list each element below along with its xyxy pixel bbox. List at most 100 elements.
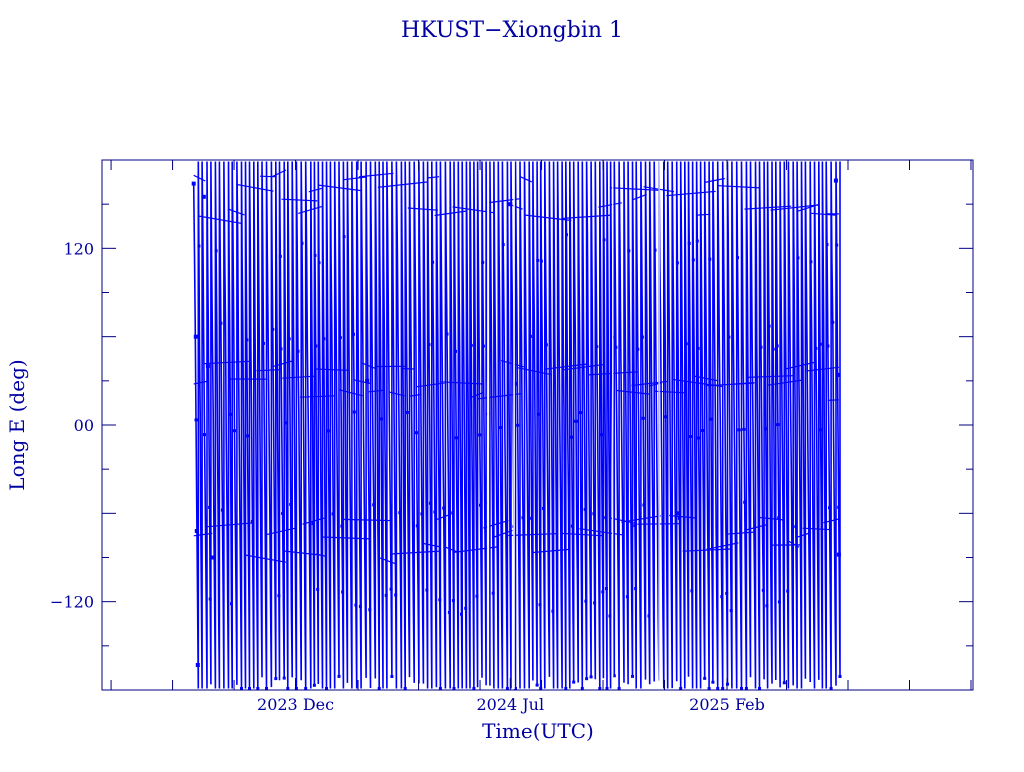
- data-marker: [472, 687, 476, 690]
- data-marker: [544, 343, 548, 347]
- data-marker: [325, 687, 328, 690]
- data-marker: [758, 687, 761, 690]
- data-marker: [203, 433, 206, 437]
- data-marker: [631, 674, 634, 678]
- data-marker: [331, 512, 335, 516]
- data-marker: [469, 343, 473, 347]
- data-marker: [425, 588, 429, 592]
- data-marker: [592, 512, 596, 516]
- data-marker: [677, 516, 681, 520]
- data-marker: [828, 506, 831, 510]
- data-marker: [265, 687, 268, 690]
- data-marker: [595, 345, 599, 349]
- data-marker: [696, 346, 700, 350]
- data-marker: [786, 589, 790, 593]
- data-marker: [602, 238, 606, 242]
- data-marker: [316, 587, 320, 591]
- data-marker: [697, 436, 701, 440]
- data-marker: [454, 349, 457, 353]
- data-marker: [720, 595, 724, 599]
- data-marker: [837, 505, 841, 509]
- data-marker: [633, 524, 637, 528]
- data-marker: [405, 411, 409, 414]
- data-marker: [501, 243, 505, 247]
- data-marker: [451, 599, 455, 603]
- data-marker: [536, 258, 540, 262]
- data-marker: [464, 606, 468, 610]
- data-marker: [604, 516, 608, 520]
- data-marker: [530, 516, 534, 520]
- data-marker: [478, 433, 482, 437]
- data-marker: [601, 590, 605, 594]
- data-marker: [282, 676, 286, 680]
- data-marker: [580, 687, 584, 690]
- data-marker: [593, 601, 597, 605]
- data-marker: [537, 412, 541, 416]
- data-marker: [636, 347, 640, 351]
- data-point: [365, 378, 370, 383]
- y-tick-label: 00: [74, 416, 94, 435]
- data-marker: [777, 516, 781, 520]
- data-marker: [647, 614, 651, 618]
- data-marker: [641, 416, 645, 420]
- data-marker: [539, 687, 543, 690]
- data-point: [209, 555, 214, 560]
- data-marker: [340, 524, 344, 528]
- data-marker: [341, 590, 345, 594]
- data-marker: [608, 614, 612, 618]
- data-marker: [690, 589, 694, 593]
- data-marker: [281, 512, 285, 515]
- data-point: [201, 194, 206, 199]
- data-marker: [431, 260, 435, 264]
- data-marker: [627, 249, 631, 253]
- data-point: [836, 552, 841, 557]
- data-marker: [761, 588, 765, 592]
- data-marker: [454, 436, 458, 440]
- data-marker: [605, 687, 609, 690]
- data-marker: [737, 428, 741, 432]
- data-marker: [782, 681, 786, 685]
- data-marker: [481, 344, 485, 348]
- x-tick-label: 2025 Feb: [689, 695, 765, 714]
- data-marker: [729, 609, 733, 613]
- data-marker: [691, 258, 695, 262]
- data-gap: [513, 161, 515, 689]
- data-marker: [286, 687, 290, 690]
- data-marker: [675, 261, 679, 265]
- data-marker: [311, 522, 315, 526]
- data-marker: [438, 598, 442, 602]
- data-marker: [514, 687, 517, 690]
- data-marker: [709, 417, 713, 421]
- y-tick-label: −120: [50, 593, 94, 612]
- data-marker: [428, 501, 432, 505]
- data-marker: [372, 503, 376, 507]
- data-marker: [740, 687, 743, 690]
- data-marker: [818, 342, 822, 346]
- data-marker: [634, 587, 638, 591]
- data-point: [195, 663, 200, 667]
- y-tick-label: 120: [63, 239, 94, 258]
- data-marker: [664, 415, 668, 419]
- data-marker: [398, 511, 402, 515]
- data-marker: [564, 687, 568, 690]
- data-marker: [742, 427, 746, 431]
- data-marker: [262, 341, 265, 345]
- data-marker: [389, 587, 393, 591]
- data-marker: [313, 253, 317, 257]
- data-marker: [835, 243, 839, 247]
- data-marker: [539, 259, 543, 263]
- data-marker: [498, 426, 502, 430]
- data-marker: [420, 512, 424, 516]
- data-marker: [574, 419, 578, 423]
- data-marker: [744, 687, 748, 690]
- data-marker: [445, 332, 449, 336]
- data-marker: [384, 593, 388, 597]
- data-marker: [584, 599, 588, 603]
- data-marker: [838, 675, 842, 678]
- data-marker: [287, 337, 291, 341]
- data-point: [193, 334, 198, 339]
- data-marker: [390, 675, 394, 678]
- data-marker: [505, 687, 509, 690]
- data-marker: [776, 423, 780, 427]
